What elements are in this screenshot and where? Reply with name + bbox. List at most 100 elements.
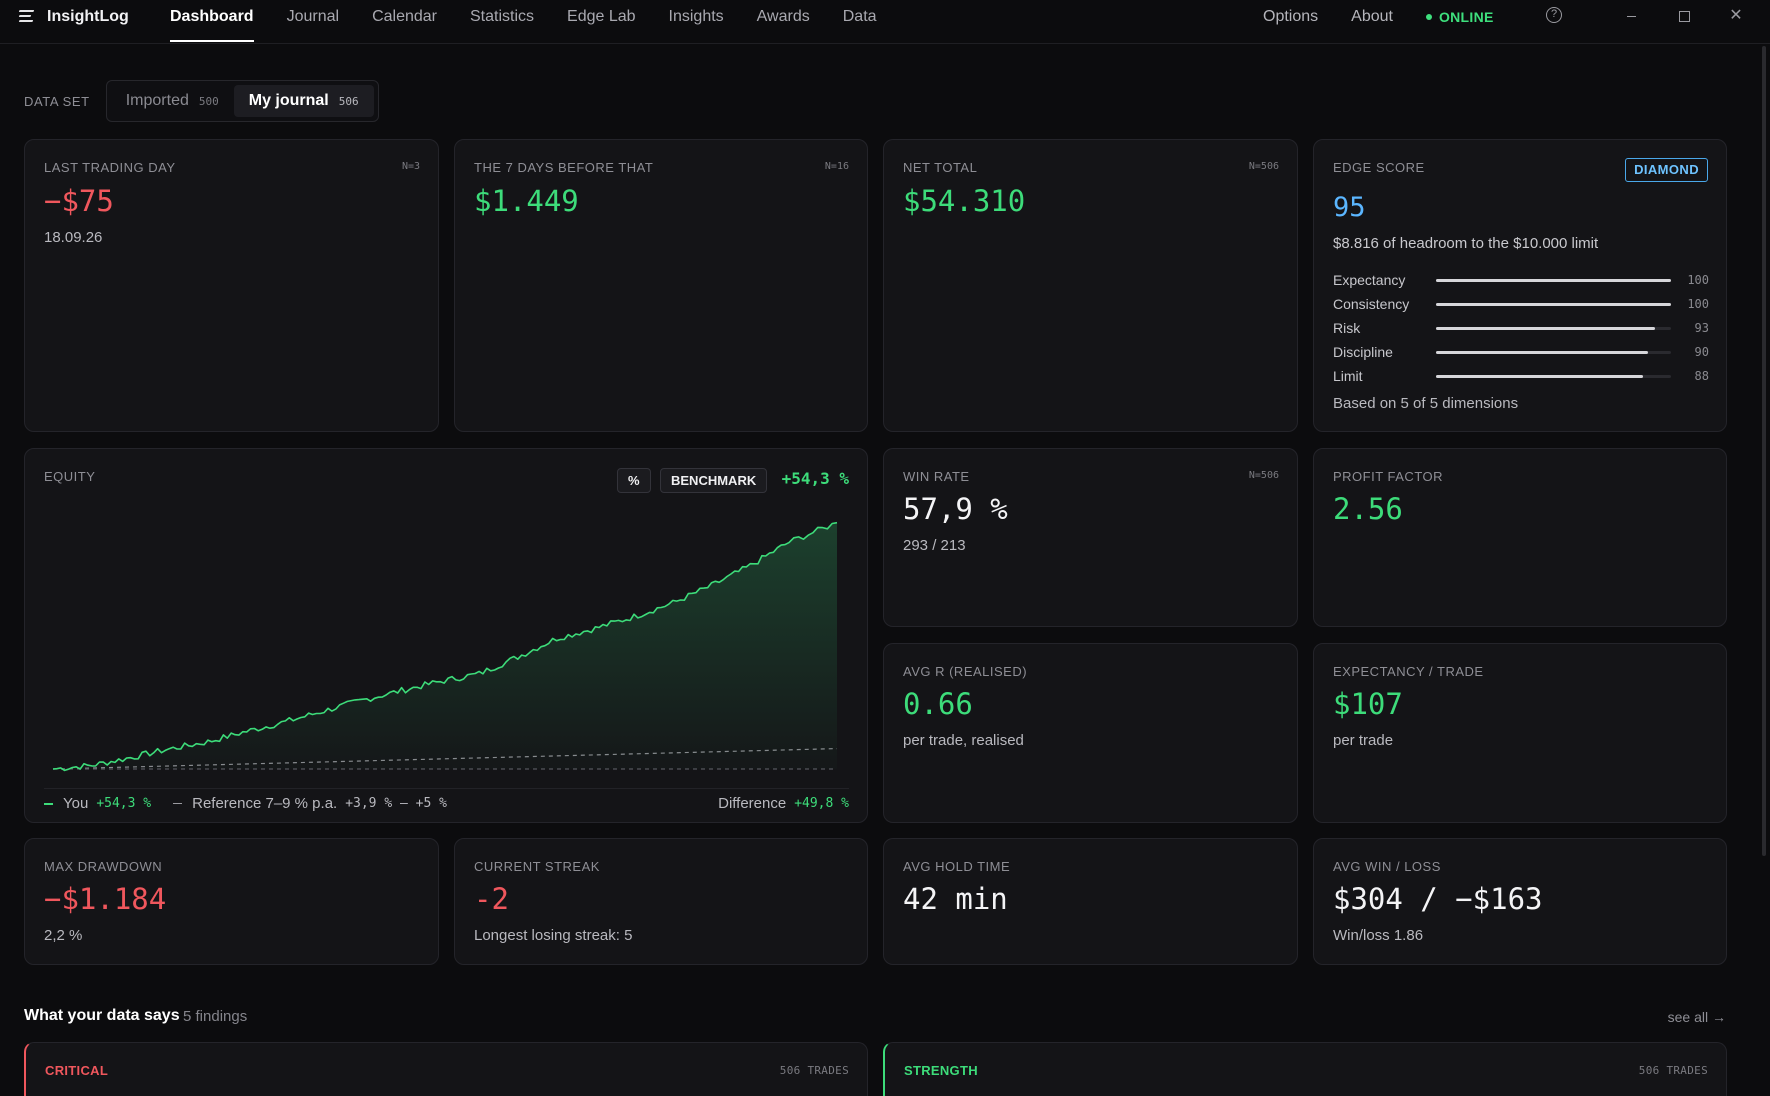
logo-icon (18, 10, 35, 24)
edge-dimension-value: 100 (1687, 297, 1709, 311)
percent-toggle-button[interactable]: % (617, 468, 651, 493)
edge-dimension-value: 88 (1694, 369, 1709, 383)
main-nav: Dashboard Journal Calendar Statistics Ed… (170, 0, 910, 42)
nav-insights[interactable]: Insights (668, 8, 724, 25)
nav-data[interactable]: Data (842, 8, 877, 25)
equity-point (323, 710, 325, 712)
equity-point (633, 615, 635, 617)
legend-reference-label: Reference 7–9 % p.a. (192, 795, 338, 812)
edge-dimension-bar (1436, 278, 1671, 282)
dataset-option-imported[interactable]: Imported 500 (111, 85, 234, 117)
card-value: 42 min (903, 882, 1008, 916)
card-value: $1.449 (474, 184, 579, 218)
nav-edge-lab[interactable]: Edge Lab (567, 8, 636, 25)
card-sub: per trade, realised (903, 732, 1024, 749)
equity-point (836, 522, 838, 524)
dataset-segmented-control: Imported 500 My journal 506 (105, 80, 379, 122)
edge-score-value: 95 (1333, 192, 1366, 223)
finding-type: STRENGTH (904, 1063, 978, 1078)
nav-dashboard[interactable]: Dashboard (170, 0, 254, 42)
card-sub: Win/loss 1.86 (1333, 927, 1424, 944)
edge-dimension-name: Risk (1333, 320, 1361, 336)
benchmark-toggle-button[interactable]: BENCHMARK (660, 468, 768, 493)
edge-dimension-row: Discipline 90 (1333, 340, 1709, 364)
card-sub: 2,2 % (44, 927, 83, 944)
headroom-text: $8.816 of headroom to the $10.000 limit (1333, 235, 1599, 252)
dataset-option-my-journal[interactable]: My journal 506 (233, 85, 374, 117)
edge-dimension-name: Expectancy (1333, 272, 1406, 288)
edge-dimension-value: 100 (1687, 273, 1709, 287)
edge-dimension-row: Limit 88 (1333, 364, 1709, 388)
win-loss-count: 293 / 213 (903, 537, 966, 554)
equity-point (207, 741, 209, 743)
edge-dimension-name: Limit (1333, 368, 1363, 384)
online-status: ONLINE (1425, 9, 1494, 25)
top-bar: InsightLog Dashboard Journal Calendar St… (0, 0, 1770, 44)
sample-size: N=506 (1248, 470, 1279, 481)
equity-point (439, 680, 441, 682)
edge-dimension-name: Consistency (1333, 296, 1410, 312)
equity-point (284, 721, 286, 723)
edge-dimension-value: 93 (1694, 321, 1709, 335)
equity-total-return: +54,3 % (781, 469, 849, 488)
nav-calendar[interactable]: Calendar (372, 8, 437, 25)
card-value: −$1.184 (44, 882, 167, 916)
maximize-button[interactable] (1674, 6, 1694, 26)
legend-you-value: +54,3 % (96, 796, 152, 811)
edge-dimension-row: Expectancy 100 (1333, 268, 1709, 292)
status-dot-icon (1425, 14, 1432, 20)
brand[interactable]: InsightLog (18, 6, 129, 28)
equity-point (788, 541, 790, 543)
card-value: 2.56 (1333, 492, 1403, 526)
see-all-link[interactable]: see all → (1667, 1009, 1726, 1025)
sample-size: N=16 (824, 161, 849, 172)
top-right-links: Options About ONLINE (1263, 0, 1494, 34)
legend-difference-value: +49,8 % (794, 796, 849, 811)
equity-point (400, 689, 402, 691)
about-link[interactable]: About (1351, 8, 1393, 25)
findings-title: What your data says (24, 1007, 180, 1024)
card-title: MAX DRAWDOWN (44, 859, 163, 874)
card-value: $107 (1333, 687, 1403, 721)
equity-point (52, 768, 54, 770)
nav-awards[interactable]: Awards (756, 8, 810, 25)
legend-reference-value: +3,9 % – +5 % (345, 796, 447, 811)
nav-journal[interactable]: Journal (286, 8, 340, 25)
edge-footer: Based on 5 of 5 dimensions (1333, 395, 1519, 412)
card-win-rate: WIN RATE N=506 57,9 % 293 / 213 (883, 448, 1298, 627)
finding-card-critical[interactable]: CRITICAL 506 TRADES (24, 1042, 868, 1096)
you-legend-swatch (44, 802, 53, 805)
card-value: -2 (474, 882, 509, 916)
edge-dimension-fill (1436, 374, 1643, 378)
scrollbar[interactable] (1762, 46, 1766, 856)
dataset-label: DATA SET (24, 93, 90, 109)
app-name: InsightLog (47, 8, 129, 25)
edge-dimension-bar (1436, 326, 1671, 330)
reference-legend-swatch (173, 803, 183, 804)
legend-difference: Difference +49,8 % (718, 795, 849, 812)
equity-point (555, 637, 557, 639)
edge-dimension-value: 90 (1694, 345, 1709, 359)
finding-trades: 506 TRADES (1638, 1064, 1708, 1077)
edge-dimensions: Expectancy 100 Consistency 100 Risk 93 Discipl… (1333, 268, 1709, 388)
finding-trades: 506 TRADES (779, 1064, 849, 1077)
finding-card-strength[interactable]: STRENGTH 506 TRADES (883, 1042, 1727, 1096)
options-link[interactable]: Options (1263, 8, 1319, 25)
card-equity: EQUITY % BENCHMARK +54,3 % You +54,3 % R… (24, 448, 868, 823)
edge-dimension-fill (1436, 302, 1671, 306)
equity-point (710, 585, 712, 587)
edge-dimension-name: Discipline (1333, 344, 1393, 360)
close-button[interactable]: ✕ (1729, 7, 1743, 24)
card-net-total: NET TOTAL N=506 $54.310 (883, 139, 1298, 432)
card-max-drawdown: MAX DRAWDOWN −$1.184 2,2 % (24, 838, 439, 965)
sample-size: N=506 (1248, 161, 1279, 172)
nav-statistics[interactable]: Statistics (470, 8, 535, 25)
card-title: AVG HOLD TIME (903, 859, 1011, 874)
equity-point (478, 673, 480, 675)
card-sub: Longest losing streak: 5 (474, 927, 633, 944)
card-current-streak: CURRENT STREAK -2 Longest losing streak:… (454, 838, 868, 965)
card-title: THE 7 DAYS BEFORE THAT (474, 160, 654, 175)
dataset-option-count: 506 (338, 95, 359, 108)
help-icon[interactable]: ? (1546, 7, 1562, 23)
minimize-button[interactable] (1622, 6, 1642, 26)
